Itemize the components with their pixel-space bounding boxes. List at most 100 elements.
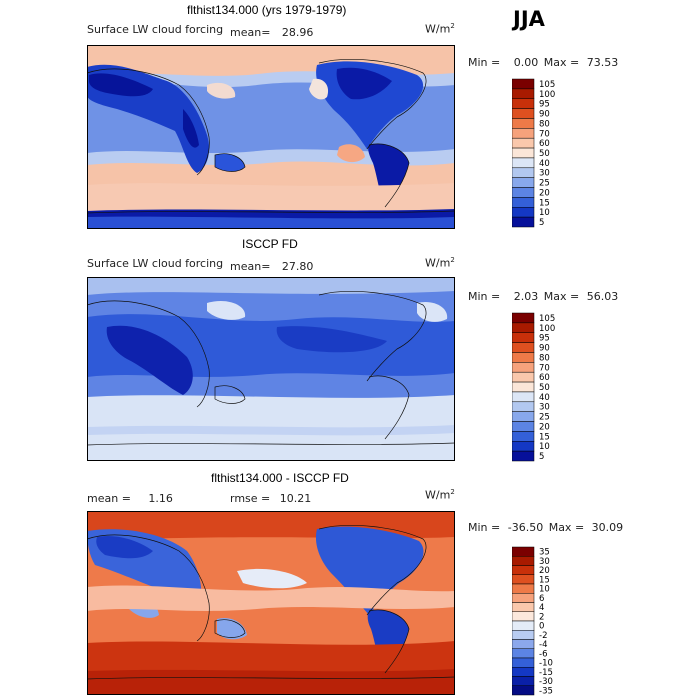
panel-1-colorbar-label: 60	[539, 139, 550, 149]
panel-1-colorbar-label: 5	[539, 218, 544, 228]
panel-2-min-label: Min =	[468, 290, 501, 303]
panel-1-map	[87, 45, 455, 229]
panel-1-colorbar-swatch	[512, 128, 535, 139]
panel-2-colorbar-swatch	[512, 352, 535, 363]
panel-1-colorbar-swatch	[512, 177, 535, 188]
panel-2-min-value: 2.03	[513, 290, 539, 303]
panel-1-minmax: Min = 0.00 Max = 73.53	[468, 56, 618, 69]
panel-1-max-value: 73.53	[586, 56, 619, 69]
panel-3-unit: W/m2	[425, 488, 455, 502]
panel-2-colorbar-swatch	[512, 381, 535, 393]
panel-3-colorbar-swatch	[512, 565, 535, 575]
panel-1-colorbar-swatch	[512, 197, 535, 208]
panel-3-min-value: -36.50	[507, 521, 544, 534]
panel-3-colorbar-label: 15	[539, 575, 550, 585]
panel-2-colorbar-label: 70	[539, 363, 550, 373]
panel-3-colorbar-swatch	[512, 685, 535, 696]
panel-2-colorbar-label: 15	[539, 432, 550, 442]
panel-2-map	[87, 277, 455, 461]
panel-1-colorbar-swatch	[512, 118, 535, 129]
panel-1-colorbar-swatch	[512, 147, 535, 159]
panel-3-colorbar-label: -10	[539, 659, 553, 669]
panel-3-colorbar-swatch	[512, 556, 535, 566]
panel-3-unit-exp: 2	[450, 488, 455, 496]
panel-2-colorbar-label: 90	[539, 344, 550, 354]
panel-3-rmse-label: rmse =	[230, 492, 271, 505]
panel-1-unit-base: W/m	[425, 22, 451, 36]
panel-2-unit: W/m2	[425, 256, 455, 270]
panel-1-colorbar-label: 30	[539, 169, 550, 179]
panel-3-colorbar-swatch	[512, 657, 535, 668]
panel-3-max-value: 30.09	[591, 521, 624, 534]
panel-3-colorbar-label: 0	[539, 622, 544, 632]
panel-2-colorbar-label: 60	[539, 373, 550, 383]
panel-1-title: flthist134.000 (yrs 1979-1979)	[187, 3, 347, 17]
panel-3-colorbar-label: 20	[539, 566, 550, 576]
panel-1-colorbar-swatch	[512, 157, 535, 169]
panel-2-colorbar-swatch	[512, 322, 535, 333]
panel-3-colorbar-swatch	[512, 546, 535, 557]
panel-1-colorbar-swatch	[512, 216, 535, 228]
panel-2-colorbar-swatch	[512, 431, 535, 442]
panel-2-colorbar-swatch	[512, 450, 535, 462]
panel-2-minmax: Min = 2.03 Max = 56.03	[468, 290, 618, 303]
panel-1-colorbar-swatch	[512, 98, 535, 109]
panel-1-colorbar-swatch	[512, 88, 535, 99]
panel-1-colorbar-swatch	[512, 137, 535, 149]
panel-3-colorbar-swatch	[512, 620, 535, 631]
panel-3-colorbar-label: -30	[539, 677, 553, 687]
panel-3-colorbar-label: -6	[539, 649, 547, 659]
panel-3-colorbar-swatch	[512, 593, 535, 603]
panel-2-colorbar-label: 50	[539, 383, 550, 393]
panel-3-colorbar-swatch	[512, 630, 535, 640]
panel-2-colorbar-swatch	[512, 342, 535, 353]
panel-3-min-label: Min =	[468, 521, 501, 534]
panel-3-title: flthist134.000 - ISCCP FD	[211, 471, 349, 485]
panel-3-minmax: Min = -36.50 Max = 30.09	[468, 521, 623, 534]
panel-1-colorbar-label: 40	[539, 159, 550, 169]
panel-2-colorbar-swatch	[512, 421, 535, 432]
panel-3-rmse: rmse = 10.21	[230, 492, 311, 505]
panel-2-colorbar-label: 30	[539, 403, 550, 413]
panel-2-colorbar-swatch	[512, 391, 535, 403]
panel-2-max-value: 56.03	[586, 290, 619, 303]
panel-3-colorbar-label: -2	[539, 631, 547, 641]
panel-1-colorbar-label: 25	[539, 179, 550, 189]
panel-3-unit-base: W/m	[425, 488, 451, 502]
panel-2-mean-value: 27.80	[281, 260, 314, 273]
panel-1-colorbar-label: 20	[539, 188, 550, 198]
panel-1-colorbar-label: 105	[539, 80, 555, 90]
panel-1-colorbar-label: 90	[539, 110, 550, 120]
panel-1-unit-exp: 2	[450, 22, 455, 30]
panel-3-colorbar-label: -4	[539, 640, 547, 650]
panel-1-unit: W/m2	[425, 22, 455, 36]
panel-2-title: ISCCP FD	[242, 237, 298, 251]
panel-3-colorbar-label: 35	[539, 548, 550, 558]
panel-2-colorbar-swatch	[512, 312, 535, 324]
panel-3-colorbar-swatch	[512, 574, 535, 585]
panel-3-colorbar-label: -35	[539, 686, 553, 696]
panel-3-colorbar-label: 2	[539, 612, 544, 622]
panel-1-colorbar-swatch	[512, 187, 535, 198]
panel-2-unit-exp: 2	[450, 256, 455, 264]
panel-3-colorbar-swatch	[512, 648, 535, 659]
panel-2-colorbar-swatch	[512, 401, 535, 412]
panel-3-map	[87, 511, 455, 695]
panel-2-colorbar-label: 105	[539, 314, 555, 324]
panel-2-colorbar-label: 80	[539, 353, 550, 363]
panel-1-min-value: 0.00	[513, 56, 539, 69]
panel-3-colorbar-swatch	[512, 602, 535, 612]
panel-1-colorbar-label: 70	[539, 129, 550, 139]
panel-1-colorbar-label: 50	[539, 149, 550, 159]
panel-2-max-label: Max =	[543, 290, 580, 303]
panel-3-colorbar-label: -15	[539, 668, 553, 678]
panel-3-mean-value: 1.16	[148, 492, 173, 505]
panel-2-colorbar-label: 5	[539, 452, 544, 462]
panel-2-colorbar-swatch	[512, 332, 535, 343]
panel-1-colorbar-label: 80	[539, 119, 550, 129]
panel-1-colorbar-label: 100	[539, 90, 555, 100]
panel-3-max-label: Max =	[548, 521, 585, 534]
